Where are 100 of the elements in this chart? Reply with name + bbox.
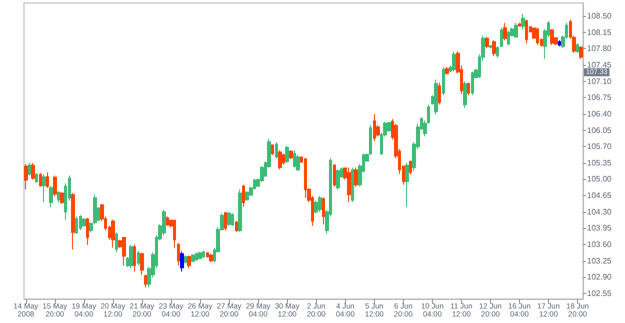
candlestick <box>187 255 191 269</box>
candlestick <box>140 252 144 276</box>
candlestick <box>245 190 249 202</box>
candlestick <box>271 144 274 156</box>
y-tick-label: 105.35 <box>587 158 612 168</box>
candlestick <box>122 236 126 266</box>
candlestick <box>463 80 467 108</box>
candlestick <box>227 211 231 226</box>
y-tick-label: 104.30 <box>587 207 612 216</box>
y-tick-label: 102.55 <box>587 288 612 298</box>
candlestick <box>133 244 136 272</box>
candlestick <box>24 164 28 190</box>
y-tick-label: 106.05 <box>587 126 612 135</box>
candlestick <box>173 219 176 248</box>
candlestick <box>296 154 300 172</box>
candlestick <box>57 190 60 204</box>
candlestick <box>322 196 325 225</box>
y-tick-label: 104.65 <box>587 191 612 200</box>
candlestick <box>75 216 78 234</box>
candlestick <box>536 27 539 46</box>
y-tick-label: 108.50 <box>587 12 612 21</box>
candlestick <box>467 82 470 96</box>
candlestick <box>224 211 227 231</box>
candlestick <box>496 46 499 58</box>
candlestick <box>500 27 503 47</box>
candlestick <box>195 252 198 261</box>
candlestick <box>206 252 209 258</box>
candlestick <box>28 162 31 176</box>
candlestick <box>507 30 510 46</box>
y-tick-label: 106.40 <box>587 109 612 118</box>
candlestick <box>503 22 507 41</box>
y-tick-label: 105.00 <box>587 174 612 184</box>
candlestick <box>351 167 354 203</box>
candlestick <box>347 167 351 203</box>
candlestick <box>82 217 86 227</box>
candlestick <box>293 150 296 168</box>
candlestick <box>558 40 561 47</box>
candlestick <box>42 174 46 203</box>
candlestick <box>387 121 391 132</box>
candlestick <box>235 220 238 232</box>
candlestick <box>31 162 35 180</box>
candlestick <box>550 28 554 46</box>
y-tick-label: 108.15 <box>587 28 612 37</box>
y-tick-label: 103.95 <box>587 224 612 233</box>
candlestick <box>521 13 525 30</box>
candlestick <box>79 214 82 231</box>
candlestick <box>333 164 336 188</box>
candlestick <box>275 142 278 159</box>
candlestick <box>60 192 64 204</box>
candlestick <box>445 66 449 76</box>
candlestick <box>177 242 180 266</box>
candlestick <box>242 184 245 208</box>
candlestick <box>53 174 57 196</box>
candlestick <box>354 167 358 188</box>
y-tick-label: 106.75 <box>587 93 612 102</box>
candlestick <box>39 172 42 188</box>
candlestick <box>71 192 75 250</box>
candlestick <box>336 168 340 190</box>
candlestick <box>144 274 147 288</box>
candlestick <box>442 66 445 96</box>
candlestick <box>525 19 528 44</box>
candlestick <box>514 22 518 38</box>
candlestick <box>318 195 322 212</box>
candlestick <box>492 40 496 57</box>
candlestick <box>452 50 456 72</box>
y-tick-label: 107.45 <box>587 60 612 70</box>
candlestick <box>373 113 376 142</box>
candlestick <box>471 71 474 96</box>
candlestick <box>405 162 409 208</box>
candlestick <box>434 78 438 115</box>
candlestick <box>304 158 307 198</box>
candlestick <box>191 254 195 263</box>
candlestick <box>49 186 53 208</box>
candlestick <box>485 36 489 49</box>
candlestick <box>438 82 441 106</box>
candlestick <box>489 44 492 49</box>
y-tick-label: 107.10 <box>587 76 612 86</box>
candlestick <box>579 46 583 60</box>
candlestick <box>260 166 264 182</box>
y-tick-label: 103.25 <box>587 256 612 266</box>
candlestick <box>209 253 213 263</box>
candlestick <box>184 255 187 264</box>
candlestick <box>238 188 242 232</box>
candlestick <box>86 217 89 246</box>
candlestick <box>137 250 140 266</box>
y-tick-label: 107.80 <box>587 44 612 54</box>
candlestick <box>231 212 234 226</box>
candlestick <box>35 172 38 184</box>
candlestick <box>180 250 184 272</box>
y-tick-label: 103.60 <box>587 240 612 249</box>
candlestick <box>166 216 169 226</box>
candlestick <box>111 219 115 248</box>
candlestick <box>518 22 521 27</box>
candlestick <box>129 244 133 269</box>
candlestick <box>409 160 412 176</box>
candlestick <box>115 232 118 253</box>
candlestick <box>576 43 579 54</box>
candlestick <box>198 251 202 260</box>
candlestick <box>289 150 293 160</box>
candlestick <box>202 250 205 258</box>
